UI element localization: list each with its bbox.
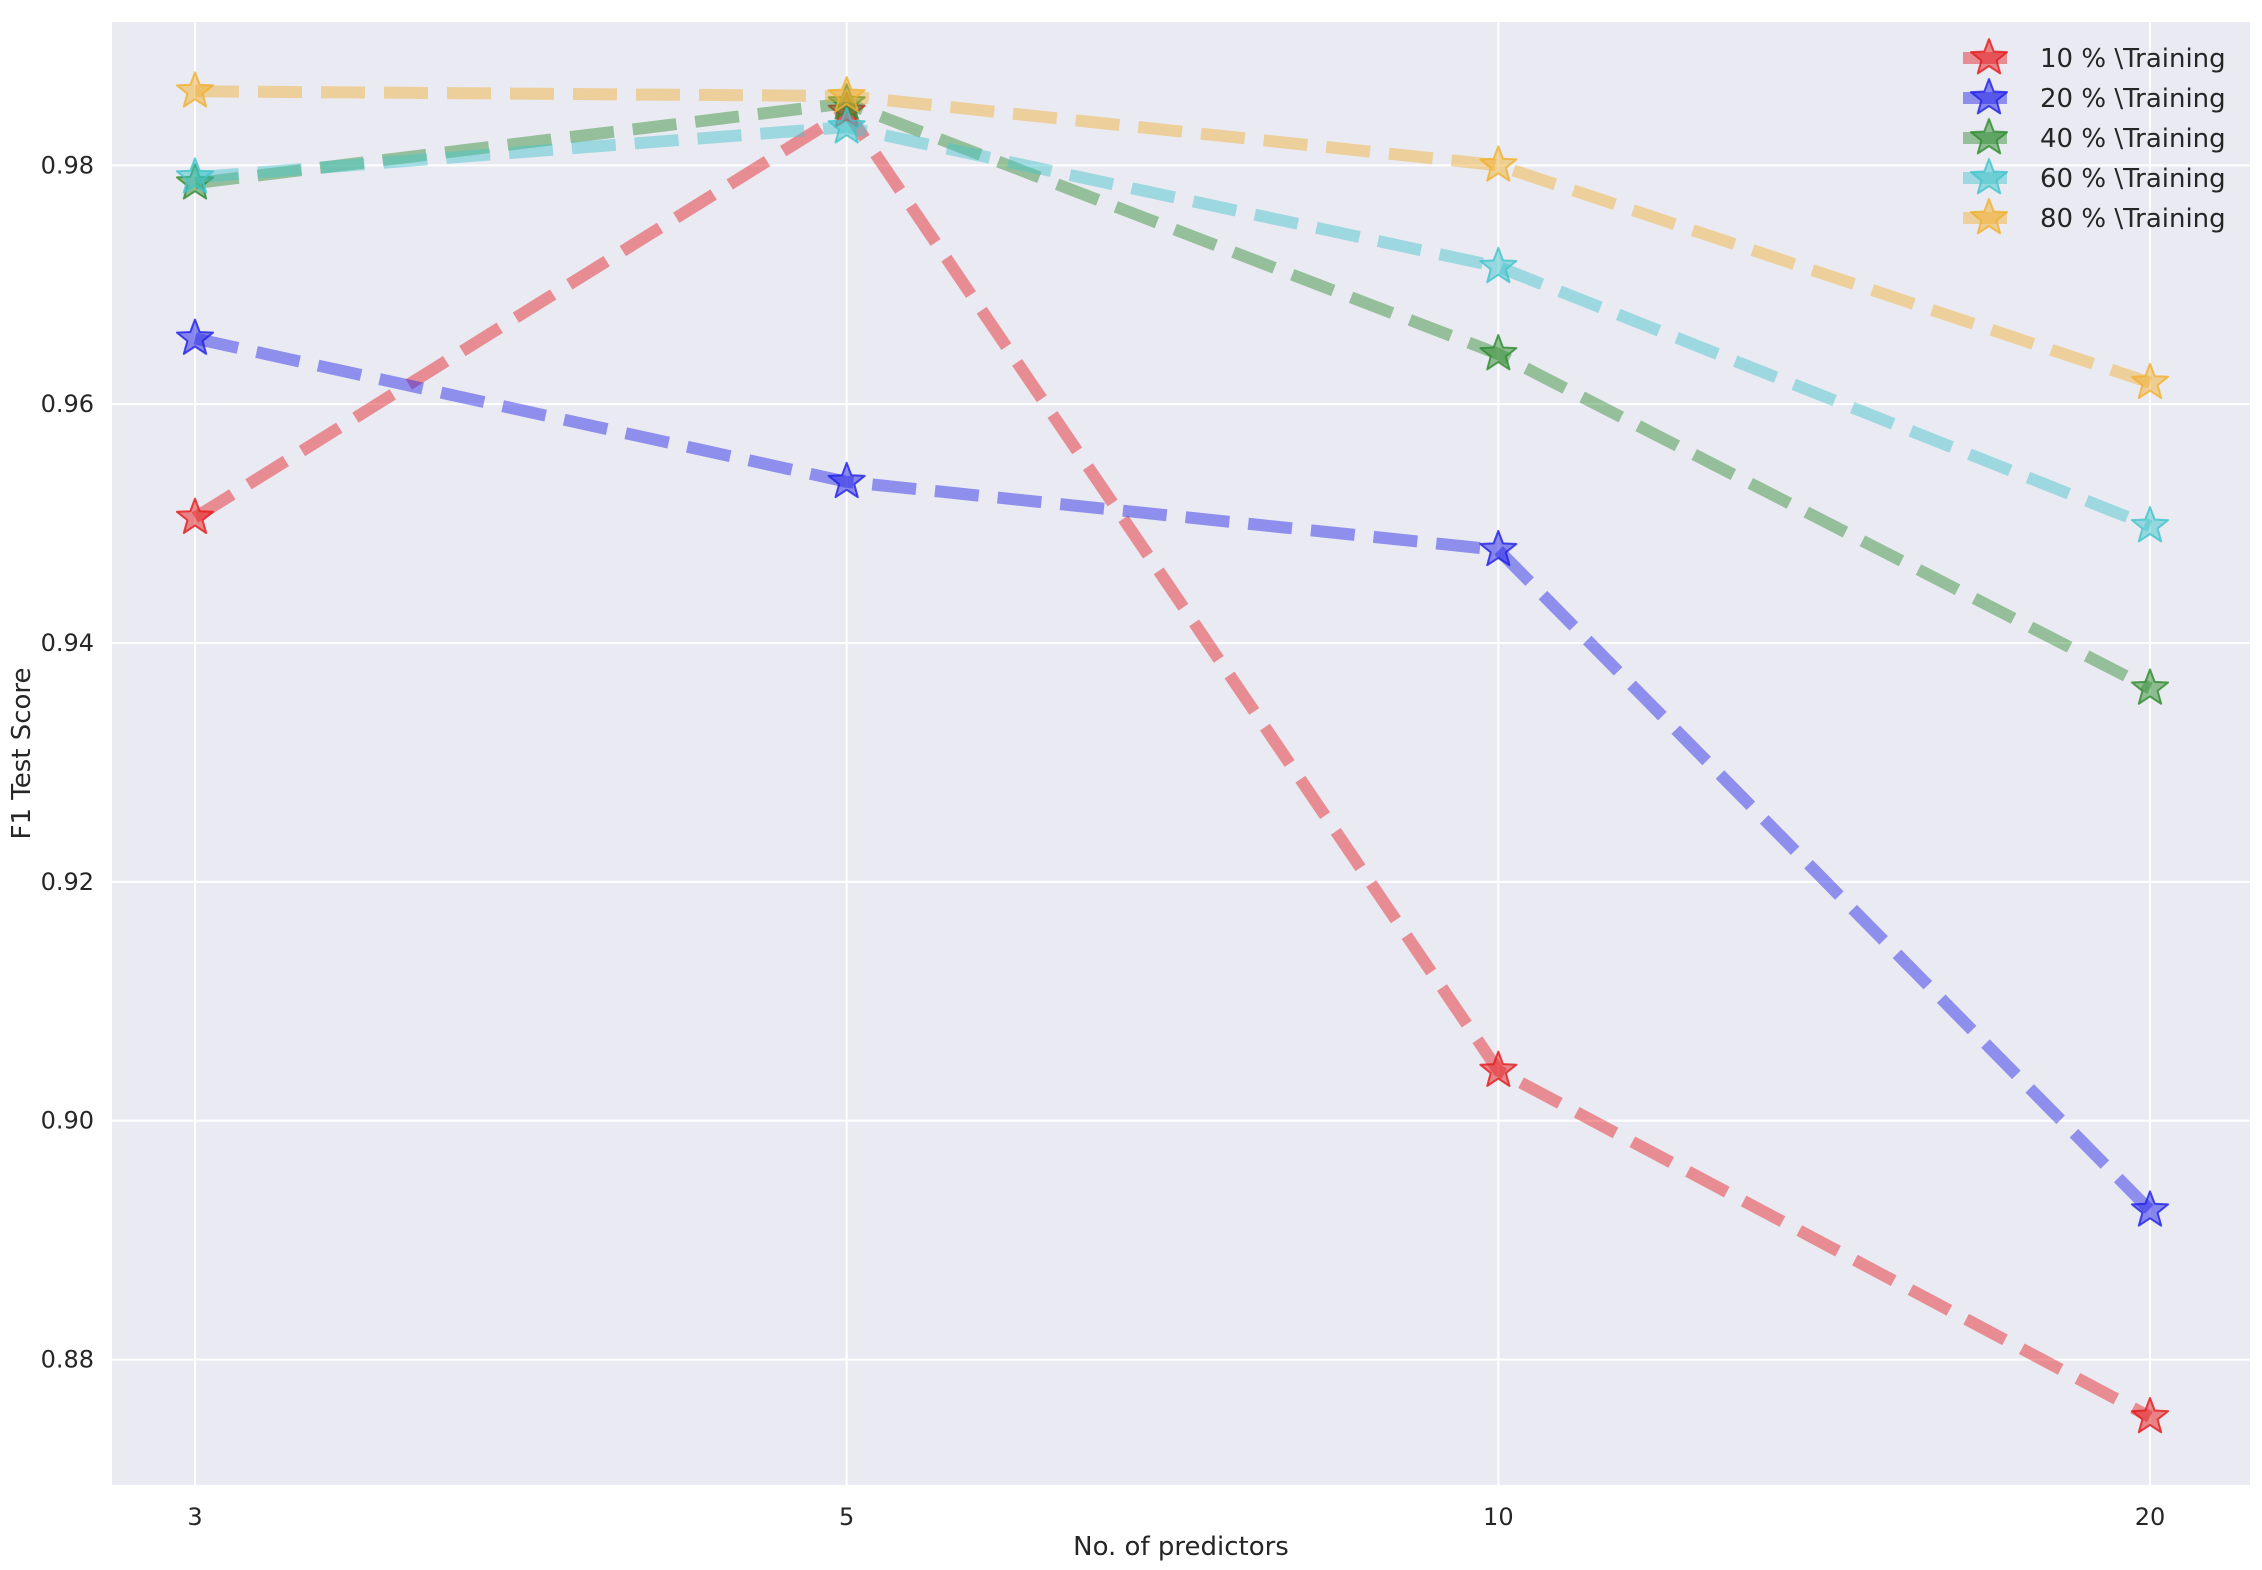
data-point bbox=[827, 76, 866, 113]
ticks: 0.88 0.90 0.92 0.94 0.96 0.98 3 5 10 20 bbox=[41, 151, 2166, 1531]
y-tick-label: 0.94 bbox=[41, 629, 94, 657]
y-tick-label: 0.88 bbox=[41, 1346, 94, 1374]
data-point bbox=[1479, 145, 1518, 182]
legend-item: 80 % \Training bbox=[1963, 198, 2226, 235]
x-tick-label: 3 bbox=[187, 1503, 202, 1531]
series-line bbox=[193, 332, 2155, 1215]
y-tick-label: 0.96 bbox=[41, 390, 94, 418]
legend-label: 10 % \Training bbox=[2040, 44, 2226, 74]
legend-marker bbox=[1969, 118, 2009, 155]
y-tick-label: 0.92 bbox=[41, 868, 94, 896]
y-tick-label: 0.98 bbox=[41, 151, 94, 179]
legend-label: 40 % \Training bbox=[2040, 124, 2226, 154]
data-point bbox=[1479, 529, 1518, 567]
x-tick-label: 10 bbox=[1483, 1503, 1514, 1531]
x-axis-label: No. of predictors bbox=[1073, 1532, 1289, 1562]
y-axis-label: F1 Test Score bbox=[7, 667, 37, 839]
data-point bbox=[2130, 668, 2170, 705]
grid bbox=[112, 22, 2250, 1485]
legend-marker bbox=[1969, 158, 2009, 195]
y-tick-label: 0.90 bbox=[41, 1107, 94, 1135]
legend-item: 20 % \Training bbox=[1963, 78, 2226, 115]
data-point bbox=[175, 318, 215, 355]
series-group bbox=[175, 71, 2170, 399]
data-point bbox=[175, 497, 215, 534]
data-point bbox=[2130, 362, 2170, 399]
x-tick-label: 5 bbox=[839, 1503, 854, 1531]
series bbox=[175, 71, 2170, 1434]
data-point bbox=[1479, 334, 1518, 371]
series-group bbox=[175, 318, 2170, 1227]
series-line bbox=[194, 97, 2153, 694]
legend-item: 40 % \Training bbox=[1963, 118, 2226, 155]
data-point bbox=[175, 71, 215, 108]
data-point bbox=[175, 157, 215, 194]
series-line bbox=[191, 103, 2153, 1423]
series-line bbox=[194, 85, 2152, 389]
legend-marker bbox=[1969, 38, 2009, 75]
data-point bbox=[2130, 1396, 2170, 1434]
legend-label: 60 % \Training bbox=[2040, 164, 2226, 194]
data-point bbox=[2130, 1190, 2170, 1227]
legend-marker bbox=[1969, 78, 2009, 115]
data-point bbox=[1479, 246, 1518, 284]
data-point bbox=[1479, 1050, 1518, 1087]
legend-label: 20 % \Training bbox=[2040, 84, 2226, 114]
data-point bbox=[827, 107, 866, 144]
legend-item: 60 % \Training bbox=[1963, 158, 2226, 195]
data-point bbox=[827, 461, 866, 499]
legend-marker bbox=[1969, 198, 2009, 235]
series-group bbox=[175, 107, 2170, 543]
legend-item: 10 % \Training bbox=[1963, 38, 2226, 75]
legend: 10 % \Training 20 % \Training 40 % \Traini… bbox=[1963, 38, 2226, 235]
plot-background bbox=[112, 22, 2250, 1485]
x-tick-label: 20 bbox=[2135, 1503, 2166, 1531]
legend-label: 80 % \Training bbox=[2040, 204, 2226, 234]
data-point bbox=[2130, 506, 2170, 543]
series-line bbox=[194, 121, 2153, 532]
